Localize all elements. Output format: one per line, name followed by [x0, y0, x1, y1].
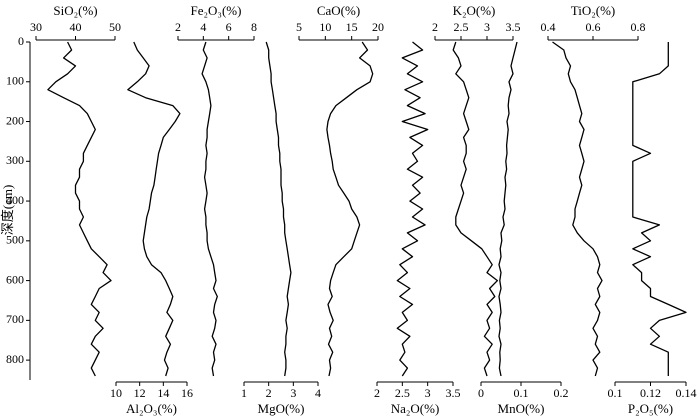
profile-line — [552, 41, 603, 377]
series-name: MgO(%) — [258, 401, 305, 416]
y-tick-label: 500 — [6, 233, 24, 247]
x-tick-label: 0.6 — [586, 20, 601, 34]
profile-line — [326, 41, 374, 377]
x-tick-label: 4 — [200, 20, 206, 34]
series-name: SiO₂(%) — [53, 3, 97, 18]
x-tick-label: 0.8 — [631, 20, 646, 34]
x-tick-label: 2.5 — [454, 20, 469, 34]
profile-line — [632, 42, 687, 376]
series-name: Fe₂O₃(%) — [191, 3, 242, 18]
y-tick-label: 0 — [18, 34, 24, 48]
x-tick-label: 3.5 — [446, 386, 461, 400]
y-tick-label: 300 — [6, 153, 24, 167]
profile-line — [201, 41, 218, 377]
x-tick-label: 0.1 — [514, 386, 529, 400]
x-tick-label: 3.5 — [506, 20, 521, 34]
x-tick-label: 30 — [30, 20, 42, 34]
x-tick-label: 6 — [226, 20, 232, 34]
series-name: K₂O(%) — [453, 3, 496, 18]
series-name: Al₂O₃(%) — [126, 401, 177, 416]
x-tick-label: 5 — [296, 20, 302, 34]
x-tick-label: 2.5 — [395, 386, 410, 400]
x-tick-label: 0.14 — [676, 386, 697, 400]
y-tick-label: 200 — [6, 113, 24, 127]
x-tick-label: 16 — [181, 386, 193, 400]
profile-line — [127, 41, 181, 377]
x-tick-label: 2 — [266, 386, 272, 400]
series-name: CaO(%) — [317, 3, 360, 18]
profile-line — [498, 41, 518, 377]
x-tick-label: 0 — [478, 386, 484, 400]
y-tick-label: 700 — [6, 312, 24, 326]
profile-line — [396, 41, 429, 377]
x-tick-label: 8 — [251, 20, 257, 34]
x-tick-label: 0.12 — [640, 386, 661, 400]
x-tick-label: 10 — [110, 386, 122, 400]
x-tick-label: 2 — [374, 386, 380, 400]
x-tick-label: 0.2 — [554, 386, 569, 400]
x-tick-label: 50 — [109, 20, 121, 34]
series-name: TiO₂(%) — [571, 3, 616, 18]
x-tick-label: 10 — [319, 20, 331, 34]
x-tick-label: 20 — [372, 20, 384, 34]
x-tick-label: 3 — [484, 20, 490, 34]
y-tick-label: 400 — [6, 193, 24, 207]
x-tick-label: 3 — [425, 386, 431, 400]
x-tick-label: 12 — [134, 386, 146, 400]
series-name: Na₂O(%) — [391, 401, 440, 416]
profile-line — [452, 41, 499, 377]
x-tick-label: 1 — [241, 386, 247, 400]
x-tick-label: 4 — [315, 386, 321, 400]
profile-line — [265, 41, 292, 377]
x-tick-label: 3 — [290, 386, 296, 400]
y-tick-label: 600 — [6, 272, 24, 286]
y-tick-label: 800 — [6, 352, 24, 366]
x-tick-label: 14 — [157, 386, 169, 400]
x-tick-label: 0.1 — [608, 386, 623, 400]
y-axis-label: 深度(cm) — [0, 185, 15, 236]
x-tick-label: 15 — [346, 20, 358, 34]
x-tick-label: 2 — [432, 20, 438, 34]
series-name: MnO(%) — [498, 401, 545, 416]
series-name: P₂O₅(%) — [628, 401, 673, 416]
y-tick-label: 100 — [6, 74, 24, 88]
x-tick-label: 0.4 — [541, 20, 556, 34]
profile-line — [47, 41, 112, 377]
x-tick-label: 2 — [175, 20, 181, 34]
x-tick-label: 40 — [70, 20, 82, 34]
